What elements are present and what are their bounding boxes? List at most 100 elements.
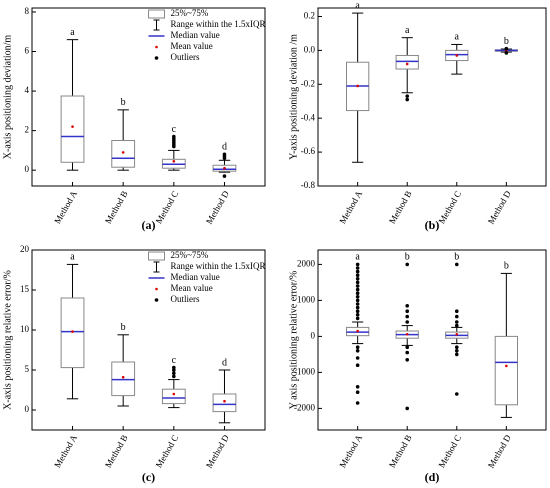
y-tick-label: -2000 — [294, 402, 315, 412]
outlier — [355, 273, 360, 278]
significance-letter: b — [405, 252, 410, 263]
x-tick-label: Method B — [103, 433, 130, 469]
outlier — [172, 134, 176, 139]
x-tick-label: Method B — [103, 189, 130, 225]
outlier — [222, 152, 227, 157]
outlier — [405, 304, 410, 308]
legend-label: Outliers — [171, 52, 200, 62]
y-tick-label: 5 — [25, 364, 30, 374]
outlier — [405, 358, 410, 362]
outlier — [355, 390, 360, 395]
outlier — [355, 291, 360, 296]
legend-mean — [155, 45, 158, 49]
significance-letter: b — [121, 97, 126, 108]
outlier — [172, 365, 176, 370]
plot-frame — [31, 249, 266, 431]
outlier — [454, 349, 459, 353]
outlier — [504, 51, 509, 55]
legend-label: Median value — [171, 272, 220, 282]
outlier — [454, 323, 459, 328]
significance-letter: a — [70, 252, 75, 263]
legend-label: Median value — [171, 30, 220, 40]
outlier — [405, 350, 410, 355]
y-tick-label: 10 — [20, 324, 30, 334]
y-tick-label: 2000 — [297, 258, 316, 268]
mean-point — [71, 125, 74, 128]
outlier — [454, 262, 459, 267]
x-tick-label: Method B — [387, 433, 414, 469]
x-tick-label: Method A — [337, 433, 364, 470]
outlier — [454, 352, 459, 357]
outlier — [405, 314, 410, 319]
box — [494, 335, 518, 406]
x-tick-label: Method C — [437, 433, 464, 469]
mean-point — [172, 392, 176, 396]
outlier — [355, 298, 360, 303]
legend-label: 25%~75% — [171, 250, 209, 260]
mean-point — [223, 399, 226, 403]
outlier — [454, 345, 459, 350]
outlier — [405, 94, 410, 98]
plot-frame — [317, 7, 547, 187]
mean-point — [505, 364, 508, 368]
outlier — [355, 401, 360, 405]
significance-letter: c — [172, 124, 177, 135]
mean-point — [356, 84, 359, 88]
panel-label: (b) — [425, 218, 440, 232]
outlier — [355, 309, 360, 314]
x-tick-label: Method A — [52, 189, 79, 226]
y-axis-label: X-axis positioning deviation/m — [2, 35, 13, 160]
outlier — [454, 309, 459, 314]
x-tick-label: Method C — [437, 189, 464, 225]
box — [60, 95, 85, 163]
legend-label: Mean value — [171, 283, 213, 293]
panel-label: (d) — [425, 470, 440, 484]
y-axis-label: X-axis positioning relative error/% — [2, 270, 13, 410]
x-tick-label: Method A — [337, 189, 364, 226]
outlier — [172, 371, 176, 376]
outlier — [355, 277, 360, 281]
y-tick-label: -0.2 — [301, 78, 315, 88]
x-tick-label: Method A — [52, 433, 79, 470]
significance-letter: a — [355, 252, 360, 263]
panel-label: (c) — [142, 470, 155, 484]
legend-label: Outliers — [171, 294, 200, 304]
x-tick-label: Method D — [486, 189, 513, 226]
outlier — [504, 46, 509, 51]
outlier — [355, 316, 360, 321]
y-tick-label: 4 — [25, 85, 30, 95]
outlier — [355, 385, 360, 389]
mean-point — [405, 62, 409, 66]
mean-point — [356, 329, 359, 333]
x-tick-label: Method B — [387, 189, 414, 225]
mean-point — [455, 54, 459, 57]
y-tick-label: -0.6 — [301, 146, 316, 156]
y-axis-label: Y-axis positioning deviation /m — [288, 34, 299, 160]
significance-letter: a — [355, 0, 360, 11]
box — [212, 393, 237, 413]
outlier — [355, 266, 360, 270]
y-tick-label: 15 — [20, 284, 30, 294]
outlier — [355, 284, 360, 288]
y-tick-label: -1000 — [294, 366, 315, 376]
legend-box — [148, 251, 165, 261]
mean-point — [71, 330, 74, 333]
outlier — [355, 302, 360, 306]
significance-letter: d — [222, 142, 227, 153]
box — [161, 388, 186, 405]
box — [111, 361, 136, 397]
mean-point — [121, 375, 125, 379]
y-tick-label: 0.2 — [304, 11, 315, 21]
x-tick-label: Method C — [154, 433, 181, 469]
legend-label: 25%~75% — [171, 8, 209, 18]
y-tick-label: -0.4 — [301, 112, 316, 122]
panel-label: (a) — [142, 218, 156, 232]
outlier — [355, 356, 360, 360]
y-tick-label: -0.8 — [301, 180, 316, 190]
x-tick-label: Method D — [204, 433, 231, 470]
x-tick-label: Method C — [154, 189, 181, 225]
mean-point — [223, 166, 226, 170]
y-tick-label: 6 — [25, 46, 30, 56]
outlier — [355, 287, 360, 292]
